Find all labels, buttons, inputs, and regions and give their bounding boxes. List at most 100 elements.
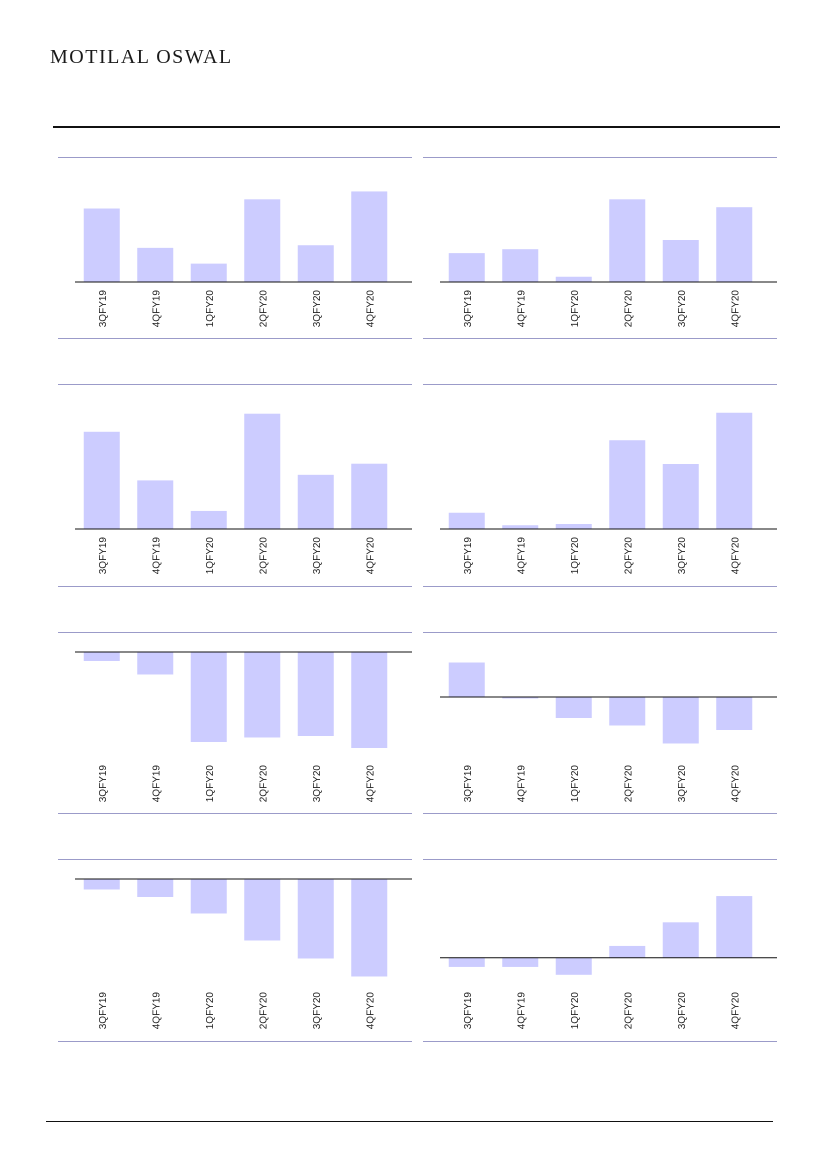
x-tick-label: 3QFY20 (677, 765, 688, 803)
bar-4QFY20 (716, 412, 753, 529)
bar-4QFY19 (137, 879, 174, 897)
bar-4QFY20 (716, 697, 753, 730)
bar-4QFY19 (137, 247, 174, 282)
x-tick-label: 3QFY19 (463, 537, 474, 575)
bar-3QFY19 (83, 652, 120, 661)
x-tick-label: 3QFY20 (312, 765, 323, 803)
x-tick-label: 3QFY20 (677, 537, 688, 575)
chart-4: 3QFY19 4QFY19 1QFY20 2QFY20 3QFY20 4QFY20 (440, 412, 777, 575)
bar-1QFY20 (190, 652, 227, 742)
bar-4QFY20 (351, 652, 388, 748)
bar-3QFY19 (83, 879, 120, 890)
x-tick-label: 2QFY20 (258, 537, 269, 575)
x-tick-label: 3QFY19 (98, 290, 109, 328)
bar-1QFY20 (555, 524, 592, 529)
panel-bottom-rule (58, 813, 412, 814)
bar-4QFY19 (502, 957, 539, 967)
x-tick-label: 2QFY20 (258, 765, 269, 803)
chart-7: 3QFY19 4QFY19 1QFY20 2QFY20 3QFY20 4QFY20 (75, 878, 412, 1030)
bar-3QFY19 (83, 208, 120, 282)
panel-top-rule (58, 859, 412, 860)
x-tick-label: 4QFY20 (730, 992, 741, 1030)
bar-3QFY20 (297, 474, 334, 529)
chart-3: 3QFY19 4QFY19 1QFY20 2QFY20 3QFY20 4QFY20 (75, 413, 412, 575)
panel-bottom-rule (423, 338, 777, 339)
bar-4QFY20 (716, 207, 753, 282)
x-tick-label: 3QFY20 (312, 992, 323, 1030)
chart-panel-4: 3QFY19 4QFY19 1QFY20 2QFY20 3QFY20 4QFY20 (423, 384, 777, 587)
bar-1QFY20 (190, 263, 227, 282)
bar-3QFY20 (297, 245, 334, 282)
x-tick-label: 3QFY19 (463, 290, 474, 328)
x-tick-label: 4QFY19 (516, 290, 527, 328)
panel-top-rule (423, 859, 777, 860)
bar-2QFY20 (609, 945, 646, 958)
panel-top-rule (423, 384, 777, 385)
x-tick-label: 1QFY20 (570, 765, 581, 803)
x-tick-label: 3QFY19 (98, 765, 109, 803)
panel-top-rule (58, 632, 412, 633)
bar-4QFY19 (502, 249, 539, 282)
bar-3QFY19 (83, 431, 120, 529)
bar-4QFY19 (502, 697, 539, 699)
x-tick-label: 4QFY19 (151, 290, 162, 328)
chart-panel-2: 3QFY19 4QFY19 1QFY20 2QFY20 3QFY20 4QFY20 (423, 157, 777, 339)
bar-2QFY20 (244, 199, 281, 282)
bar-2QFY20 (609, 199, 646, 282)
x-tick-label: 2QFY20 (623, 537, 634, 575)
x-tick-label: 1QFY20 (205, 765, 216, 803)
x-tick-label: 4QFY20 (365, 765, 376, 803)
bar-3QFY19 (448, 957, 485, 967)
x-tick-label: 4QFY20 (365, 290, 376, 328)
chart-1: 3QFY19 4QFY19 1QFY20 2QFY20 3QFY20 4QFY20 (75, 191, 412, 328)
panel-bottom-rule (423, 586, 777, 587)
x-tick-label: 4QFY20 (365, 992, 376, 1030)
bar-4QFY19 (137, 652, 174, 675)
x-tick-label: 1QFY20 (205, 992, 216, 1030)
bar-2QFY20 (244, 879, 281, 941)
brand-logo: MOTILAL OSWAL (50, 46, 233, 68)
bar-2QFY20 (609, 697, 646, 726)
x-tick-label: 4QFY20 (730, 765, 741, 803)
x-tick-label: 3QFY19 (98, 537, 109, 575)
x-tick-label: 1QFY20 (205, 537, 216, 575)
bar-3QFY20 (662, 697, 699, 744)
header-rule (53, 126, 780, 128)
x-tick-label: 4QFY19 (151, 765, 162, 803)
x-tick-label: 3QFY20 (312, 537, 323, 575)
x-tick-label: 4QFY20 (365, 537, 376, 575)
x-tick-label: 2QFY20 (623, 992, 634, 1030)
bar-4QFY19 (502, 525, 539, 529)
panel-bottom-rule (58, 338, 412, 339)
chart-5: 3QFY19 4QFY19 1QFY20 2QFY20 3QFY20 4QFY20 (75, 651, 412, 803)
bar-2QFY20 (244, 413, 281, 529)
bar-2QFY20 (609, 440, 646, 529)
x-tick-label: 1QFY20 (570, 992, 581, 1030)
bar-1QFY20 (190, 879, 227, 914)
x-tick-label: 4QFY19 (151, 992, 162, 1030)
chart-2: 3QFY19 4QFY19 1QFY20 2QFY20 3QFY20 4QFY20 (440, 199, 777, 328)
x-tick-label: 4QFY19 (151, 537, 162, 575)
x-tick-label: 2QFY20 (623, 290, 634, 328)
x-tick-label: 4QFY20 (730, 537, 741, 575)
bar-3QFY20 (662, 464, 699, 529)
panel-top-rule (58, 157, 412, 158)
x-tick-label: 3QFY19 (463, 992, 474, 1030)
bar-3QFY20 (662, 922, 699, 958)
chart-panel-6: 3QFY19 4QFY19 1QFY20 2QFY20 3QFY20 4QFY20 (423, 632, 777, 814)
x-tick-label: 4QFY20 (730, 290, 741, 328)
chart-panel-1: 3QFY19 4QFY19 1QFY20 2QFY20 3QFY20 4QFY20 (58, 157, 412, 339)
x-tick-label: 3QFY19 (463, 765, 474, 803)
panel-bottom-rule (423, 813, 777, 814)
x-tick-label: 2QFY20 (623, 765, 634, 803)
x-tick-label: 1QFY20 (570, 290, 581, 328)
x-tick-label: 3QFY19 (98, 992, 109, 1030)
bar-1QFY20 (555, 276, 592, 282)
bar-4QFY20 (351, 463, 388, 529)
panel-bottom-rule (58, 1041, 412, 1042)
chart-panel-8: 3QFY19 4QFY19 1QFY20 2QFY20 3QFY20 4QFY20 (423, 859, 777, 1042)
chart-panel-7: 3QFY19 4QFY19 1QFY20 2QFY20 3QFY20 4QFY20 (58, 859, 412, 1042)
x-tick-label: 1QFY20 (570, 537, 581, 575)
bar-4QFY20 (351, 879, 388, 977)
chart-8: 3QFY19 4QFY19 1QFY20 2QFY20 3QFY20 4QFY20 (440, 896, 777, 1030)
